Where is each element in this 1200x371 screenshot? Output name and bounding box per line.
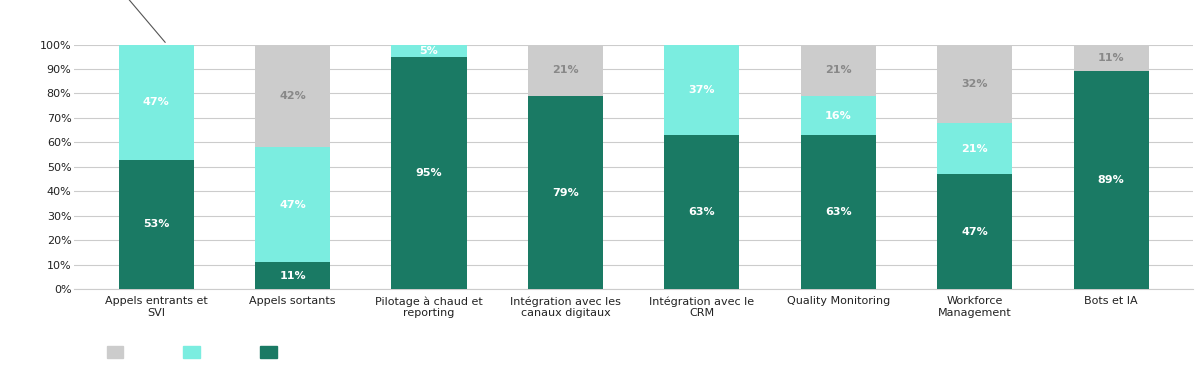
Bar [256, 45, 330, 147]
Text: 79%: 79% [552, 188, 578, 198]
Bar [256, 147, 330, 262]
Bar [665, 45, 739, 135]
Text: 47%: 47% [143, 97, 169, 107]
Bar [800, 135, 876, 289]
Text: 21%: 21% [824, 65, 852, 75]
Bar [528, 45, 602, 96]
Text: 89%: 89% [1098, 175, 1124, 186]
Text: 47%: 47% [961, 227, 988, 237]
Text: 63%: 63% [689, 207, 715, 217]
Bar [1074, 45, 1148, 72]
Text: 100% des éditeurs proposent ce
module dont 53% avec des
fonctionnalités d'IA: 100% des éditeurs proposent ce module do… [11, 0, 179, 42]
Text: 5%: 5% [420, 46, 438, 56]
Bar [800, 96, 876, 135]
Text: 63%: 63% [824, 207, 852, 217]
Bar [528, 96, 602, 289]
Text: 11%: 11% [1098, 53, 1124, 63]
Bar [937, 123, 1013, 174]
Text: 53%: 53% [143, 220, 169, 230]
Text: 11%: 11% [280, 271, 306, 281]
Bar [937, 45, 1013, 123]
Text: 16%: 16% [824, 111, 852, 121]
Bar [391, 45, 467, 57]
Legend: , , : , , [102, 342, 286, 362]
Text: 47%: 47% [280, 200, 306, 210]
Bar [937, 174, 1013, 289]
Text: 42%: 42% [280, 91, 306, 101]
Bar [256, 262, 330, 289]
Text: 21%: 21% [961, 144, 988, 154]
Bar [391, 57, 467, 289]
Text: 32%: 32% [961, 79, 988, 89]
Text: 37%: 37% [689, 85, 715, 95]
Bar [800, 45, 876, 96]
Bar [119, 45, 193, 160]
Text: 21%: 21% [552, 65, 578, 75]
Text: 95%: 95% [415, 168, 443, 178]
Bar [665, 135, 739, 289]
Bar [119, 160, 193, 289]
Bar [1074, 72, 1148, 289]
